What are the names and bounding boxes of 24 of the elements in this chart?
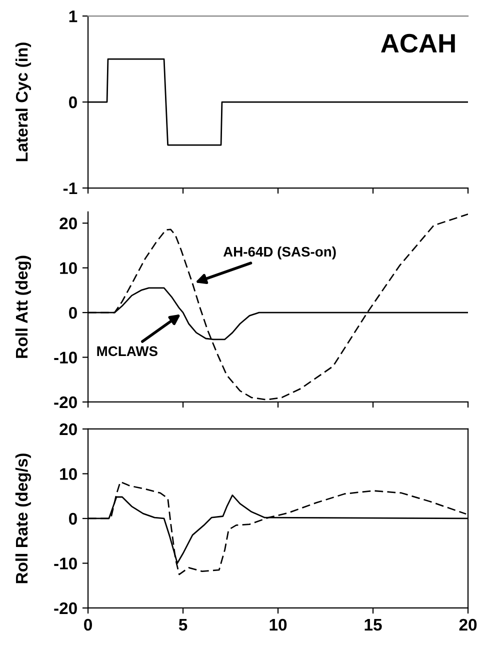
y-tick-label: 20	[60, 218, 77, 230]
y-tick-label: 0	[68, 306, 77, 319]
x-tick-label: 10	[270, 618, 287, 631]
y-tick-label: -10	[54, 352, 77, 364]
y-tick-label: -20	[54, 396, 77, 408]
y-tick-label: 10	[60, 468, 77, 480]
y-tick-label: 0	[68, 96, 77, 108]
annotation: MCLAWS	[97, 346, 158, 356]
annotation: ACAH	[381, 34, 455, 53]
annotation: AH-64D (SAS-on)	[223, 246, 336, 260]
x-tick-label: 15	[364, 619, 382, 631]
y-axis-title: Roll Att (deg)	[15, 256, 32, 358]
y-tick-label: -1	[63, 182, 78, 194]
x-tick-label: 5	[178, 619, 188, 631]
y-tick-label: 10	[60, 262, 77, 274]
x-tick-label: 0	[84, 618, 92, 631]
y-axis-title: Roll Rate (deg/s)	[15, 454, 32, 584]
y-tick-label: 1	[69, 10, 78, 22]
y-tick-label: -10	[54, 558, 77, 570]
y-tick-label: -20	[54, 602, 77, 614]
y-axis-title: Lateral Cyc (in)	[15, 42, 32, 162]
y-tick-label: 20	[60, 423, 77, 436]
x-tick-label: 20	[459, 618, 477, 631]
y-tick-label: 0	[68, 512, 77, 525]
